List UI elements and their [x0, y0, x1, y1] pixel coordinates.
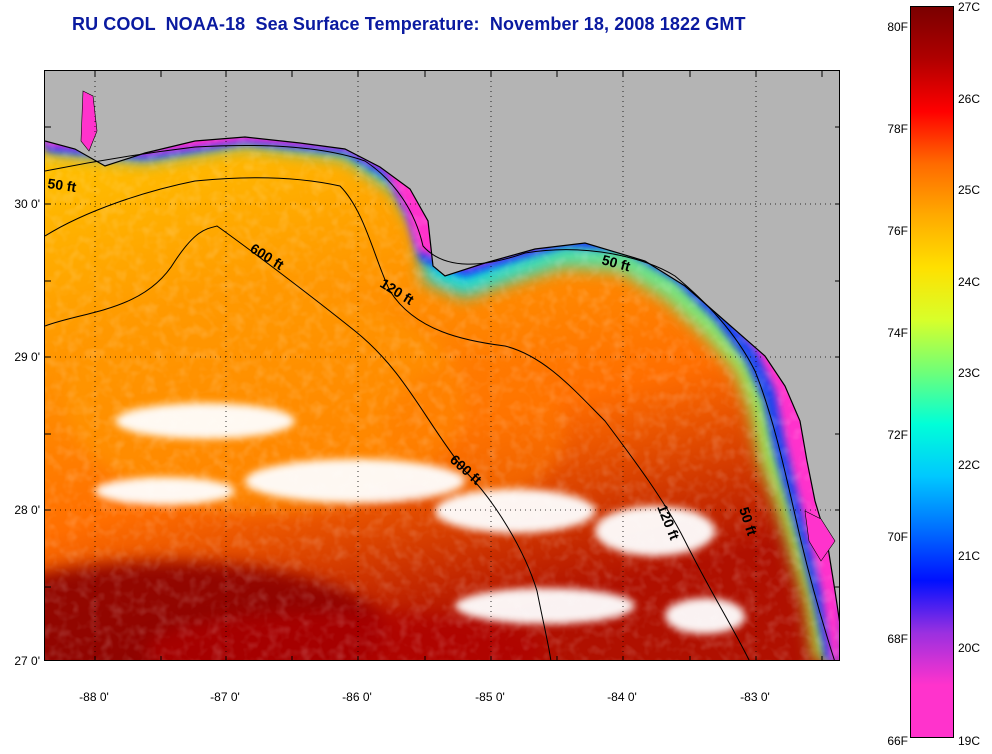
- lat-label: 30 0': [14, 197, 40, 211]
- colorbar-f-label: 68F: [887, 632, 908, 646]
- lon-label: -88 0': [79, 690, 109, 704]
- sst-map: 50 ft 600 ft 120 ft 50 ft 600 ft 120 ft …: [44, 70, 840, 661]
- sst-map-image: 50 ft 600 ft 120 ft 50 ft 600 ft 120 ft …: [45, 71, 839, 660]
- temperature-colorbar: [910, 6, 954, 738]
- colorbar-f-label: 80F: [887, 20, 908, 34]
- colorbar-f-label: 78F: [887, 122, 908, 136]
- colorbar-c-label: 19C: [958, 734, 981, 748]
- colorbar-c-label: 20C: [958, 641, 981, 655]
- colorbar-f-label: 74F: [887, 326, 908, 340]
- lat-label: 27 0': [14, 654, 40, 668]
- colorbar-c-label: 26C: [958, 92, 981, 106]
- colorbar-c-label: 24C: [958, 275, 981, 289]
- lat-label: 29 0': [14, 350, 40, 364]
- contour-50ft: [45, 145, 835, 660]
- colorbar-c-label: 23C: [958, 366, 981, 380]
- colorbar-c-label: 22C: [958, 458, 981, 472]
- colorbar-f-label: 72F: [887, 428, 908, 442]
- axis-ticks: [45, 71, 839, 660]
- colorbar-c-label: 25C: [958, 183, 981, 197]
- lon-label: -83 0': [740, 690, 770, 704]
- lat-label: 28 0': [14, 503, 40, 517]
- bay-inland-water: [804, 510, 836, 562]
- lon-label: -85 0': [475, 690, 505, 704]
- colorbar-f-label: 66F: [887, 734, 908, 748]
- colorbar-c-label: 21C: [958, 549, 981, 563]
- colorbar-f-label: 70F: [887, 530, 908, 544]
- lon-label: -84 0': [607, 690, 637, 704]
- lat-lon-grid: [45, 71, 839, 660]
- lon-label: -86 0': [342, 690, 372, 704]
- colorbar-c-label: 27C: [958, 0, 981, 14]
- contour-label: 50 ft: [600, 251, 632, 274]
- contour-120ft: [45, 177, 750, 660]
- contour-600ft: [45, 225, 552, 660]
- lon-label: -87 0': [210, 690, 240, 704]
- map-title: RU COOL NOAA-18 Sea Surface Temperature:…: [72, 14, 746, 34]
- colorbar-f-label: 76F: [887, 224, 908, 238]
- bay-inland-water: [80, 90, 98, 152]
- contour-label: 50 ft: [47, 175, 78, 195]
